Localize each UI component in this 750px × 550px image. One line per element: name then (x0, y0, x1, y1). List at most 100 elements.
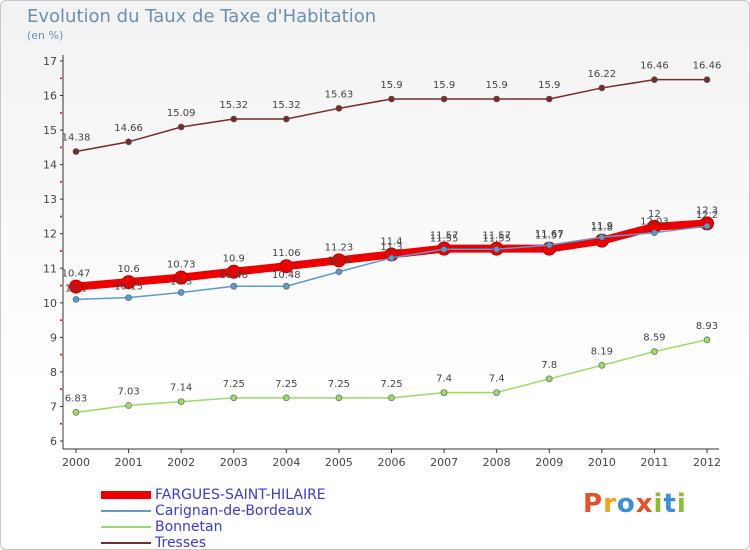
data-point (121, 275, 136, 290)
legend-swatch (101, 526, 151, 528)
x-tick-label: 2000 (62, 456, 90, 469)
data-label: 15.9 (538, 80, 560, 91)
logo-letter: i (676, 489, 687, 519)
data-point (335, 268, 343, 276)
y-tick-label: 10 (43, 297, 57, 310)
data-point (388, 254, 395, 262)
y-tick-label: 17 (43, 55, 57, 68)
data-point (335, 105, 343, 112)
data-label: 10.9 (328, 256, 350, 267)
data-label: 10.15 (114, 282, 143, 293)
data-point (651, 229, 658, 236)
data-point (177, 123, 185, 131)
y-tick-label: 11 (43, 262, 57, 275)
data-point (69, 279, 83, 294)
data-label: 15.32 (219, 100, 248, 111)
legend-item: FARGUES-SAINT-HILAIRE (101, 487, 326, 503)
data-label: 15.63 (325, 89, 354, 100)
data-point (703, 222, 711, 230)
x-tick-label: 2004 (272, 456, 300, 469)
data-label: 10.1 (65, 283, 87, 294)
y-minor-dot (60, 319, 62, 322)
data-label: 11.9 (591, 221, 613, 232)
data-label: 11.55 (482, 233, 511, 244)
data-point (279, 259, 294, 274)
data-point (72, 409, 80, 416)
data-label: 10.48 (272, 270, 301, 281)
y-tick-label: 13 (43, 193, 57, 206)
data-label: 7.25 (223, 379, 245, 390)
data-point (598, 362, 606, 369)
y-tick-label: 15 (43, 124, 57, 137)
x-tick-label: 2007 (430, 456, 458, 469)
data-point (651, 76, 658, 83)
legend-swatch (101, 491, 151, 499)
logo-letter: x (635, 489, 654, 519)
data-point (283, 115, 290, 123)
y-minor-dot (60, 180, 62, 183)
legend-label: FARGUES-SAINT-HILAIRE (155, 487, 326, 503)
data-point (125, 138, 132, 146)
data-label: 11.06 (272, 248, 301, 259)
x-tick-label: 2002 (167, 456, 195, 469)
data-point (703, 336, 711, 344)
data-point (177, 289, 185, 296)
data-point (230, 115, 238, 123)
logo-letter: i (653, 489, 664, 519)
y-minor-dot (60, 353, 62, 356)
data-label: 16.22 (588, 69, 617, 80)
legend-item: Tresses (101, 535, 326, 550)
data-label: 6.83 (65, 393, 87, 404)
data-label: 7.03 (117, 386, 139, 397)
data-point (440, 245, 448, 253)
data-point (440, 389, 448, 396)
data-label: 15.9 (380, 80, 402, 91)
y-minor-dot (60, 215, 62, 218)
logo-letter: r (603, 489, 617, 519)
data-point (125, 402, 132, 409)
data-point (230, 282, 238, 290)
data-point (598, 84, 606, 92)
y-minor-dot (60, 111, 62, 114)
y-tick-label: 16 (43, 90, 57, 103)
x-tick-label: 2008 (483, 456, 511, 469)
data-point (331, 253, 346, 268)
data-point (545, 95, 553, 103)
data-point (72, 148, 80, 155)
y-minor-dot (60, 284, 62, 287)
data-label: 11.55 (430, 233, 459, 244)
legend-label: Bonnetan (155, 519, 223, 535)
x-tick-label: 2003 (220, 456, 248, 469)
logo-letter: P (583, 489, 604, 519)
y-minor-dot (60, 77, 62, 80)
data-point (493, 245, 500, 253)
data-label: 15.32 (272, 100, 301, 111)
data-point (174, 270, 189, 285)
data-point (598, 233, 606, 241)
data-label: 14.66 (114, 123, 143, 134)
data-point (230, 394, 238, 402)
data-point (440, 95, 448, 103)
data-label: 16.46 (693, 61, 722, 72)
data-label: 8.19 (591, 346, 613, 357)
legend-label: Tresses (155, 535, 207, 550)
data-point (651, 348, 658, 355)
data-label: 7.25 (380, 379, 402, 390)
data-label: 10.9 (223, 254, 245, 265)
legend: FARGUES-SAINT-HILAIRE Carignan-de-Bordeau… (101, 487, 326, 550)
x-tick-label: 2010 (588, 456, 616, 469)
data-label: 8.93 (696, 321, 718, 332)
data-label: 10.3 (170, 276, 192, 287)
data-label: 7.8 (541, 360, 557, 371)
data-label: 16.46 (640, 61, 669, 72)
data-label: 10.73 (167, 260, 196, 271)
logo-letter: o (616, 489, 636, 519)
y-minor-dot (60, 422, 62, 425)
data-label: 10.6 (117, 264, 139, 275)
data-point (72, 296, 80, 303)
data-label: 11.57 (482, 231, 511, 242)
x-tick-label: 2005 (325, 456, 353, 469)
x-tick-label: 2012 (693, 456, 721, 469)
data-point (388, 394, 395, 402)
